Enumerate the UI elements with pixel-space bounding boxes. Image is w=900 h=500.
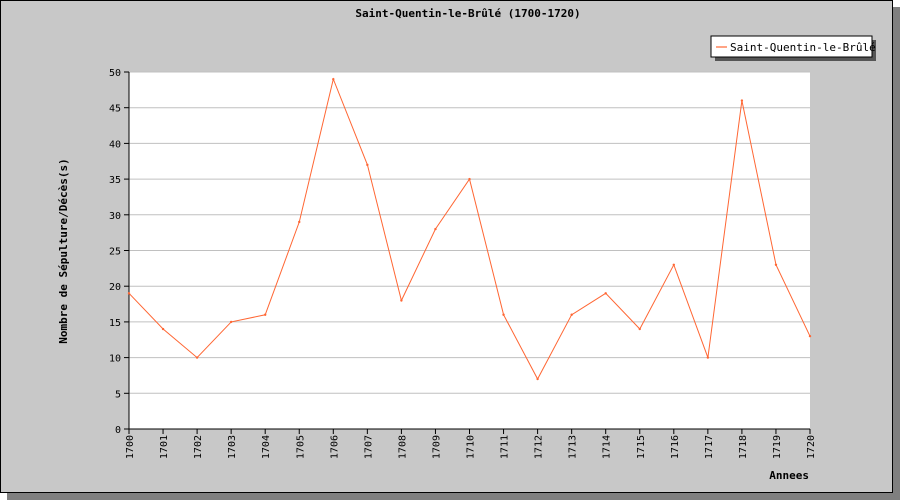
data-point bbox=[298, 220, 301, 224]
y-tick-label: 5 bbox=[115, 389, 121, 400]
x-tick-label: 1718 bbox=[738, 435, 749, 459]
data-point bbox=[672, 263, 675, 266]
data-point bbox=[229, 320, 233, 324]
x-tick-label: 1715 bbox=[636, 435, 647, 459]
y-axis-ticks: 0 5 10 15 20 25 30 35 40 45 50 bbox=[109, 68, 129, 436]
y-tick-label: 0 bbox=[115, 425, 121, 436]
data-point bbox=[332, 77, 335, 81]
data-point bbox=[468, 177, 471, 181]
frame-shadow-right bbox=[893, 7, 900, 500]
x-tick-label: 1716 bbox=[670, 435, 681, 459]
x-tick-label: 1709 bbox=[431, 435, 442, 459]
x-tick-label: 1710 bbox=[466, 435, 477, 459]
x-tick-label: 1704 bbox=[261, 435, 272, 459]
data-point bbox=[434, 227, 437, 231]
x-tick-label: 1705 bbox=[295, 435, 306, 459]
y-tick-label: 35 bbox=[109, 175, 121, 186]
x-tick-label: 1708 bbox=[397, 435, 408, 459]
x-tick-label: 1717 bbox=[704, 435, 715, 459]
y-tick-label: 20 bbox=[109, 282, 121, 293]
data-point bbox=[638, 327, 641, 331]
gridlines bbox=[129, 71, 810, 394]
data-point bbox=[264, 313, 267, 316]
x-tick-label: 1706 bbox=[329, 435, 340, 459]
legend-box bbox=[710, 35, 873, 58]
data-point bbox=[536, 377, 539, 381]
legend: Saint-Quentin-le-Brûlé bbox=[710, 35, 876, 61]
data-point bbox=[706, 356, 710, 359]
y-tick-label: 15 bbox=[109, 318, 121, 329]
x-tick-label: 1700 bbox=[125, 435, 136, 459]
x-tick-label: 1707 bbox=[363, 435, 374, 459]
y-tick-label: 40 bbox=[109, 139, 121, 150]
data-point bbox=[740, 99, 744, 102]
y-tick-label: 25 bbox=[109, 247, 121, 258]
y-tick-label: 10 bbox=[109, 354, 121, 365]
x-tick-label: 1714 bbox=[602, 435, 613, 459]
y-axis-title: Nombre de Sépulture/Décès(s) bbox=[57, 158, 70, 343]
data-point bbox=[127, 292, 131, 295]
data-point bbox=[366, 163, 369, 167]
x-tick-label: 1703 bbox=[227, 435, 238, 459]
series-lines bbox=[127, 77, 812, 381]
legend-label: Saint-Quentin-le-Brûlé bbox=[730, 41, 876, 54]
x-tick-label: 1712 bbox=[534, 435, 545, 459]
chart-title: Saint-Quentin-le-Brûlé (1700-1720) bbox=[355, 7, 580, 20]
data-point bbox=[400, 299, 403, 302]
x-axis-ticks: 1700 1701 1702 1703 1704 1705 1706 1707 1708 1709… bbox=[125, 429, 817, 459]
data-point bbox=[570, 313, 573, 316]
data-point bbox=[161, 327, 165, 331]
x-tick-label: 1713 bbox=[568, 435, 579, 459]
frame-shadow-bottom bbox=[7, 493, 900, 500]
data-point bbox=[502, 313, 505, 316]
x-tick-label: 1711 bbox=[500, 435, 511, 459]
x-axis-title: Annees bbox=[769, 469, 809, 482]
data-point bbox=[604, 292, 607, 295]
data-point bbox=[774, 263, 778, 266]
x-tick-label: 1720 bbox=[806, 435, 817, 459]
y-tick-label: 30 bbox=[109, 211, 121, 222]
x-tick-label: 1719 bbox=[772, 435, 783, 459]
y-tick-label: 45 bbox=[109, 104, 121, 115]
data-point bbox=[195, 356, 199, 359]
x-tick-label: 1702 bbox=[193, 435, 204, 459]
y-tick-label: 50 bbox=[109, 68, 121, 79]
x-tick-label: 1701 bbox=[159, 435, 170, 459]
data-point bbox=[808, 334, 812, 338]
